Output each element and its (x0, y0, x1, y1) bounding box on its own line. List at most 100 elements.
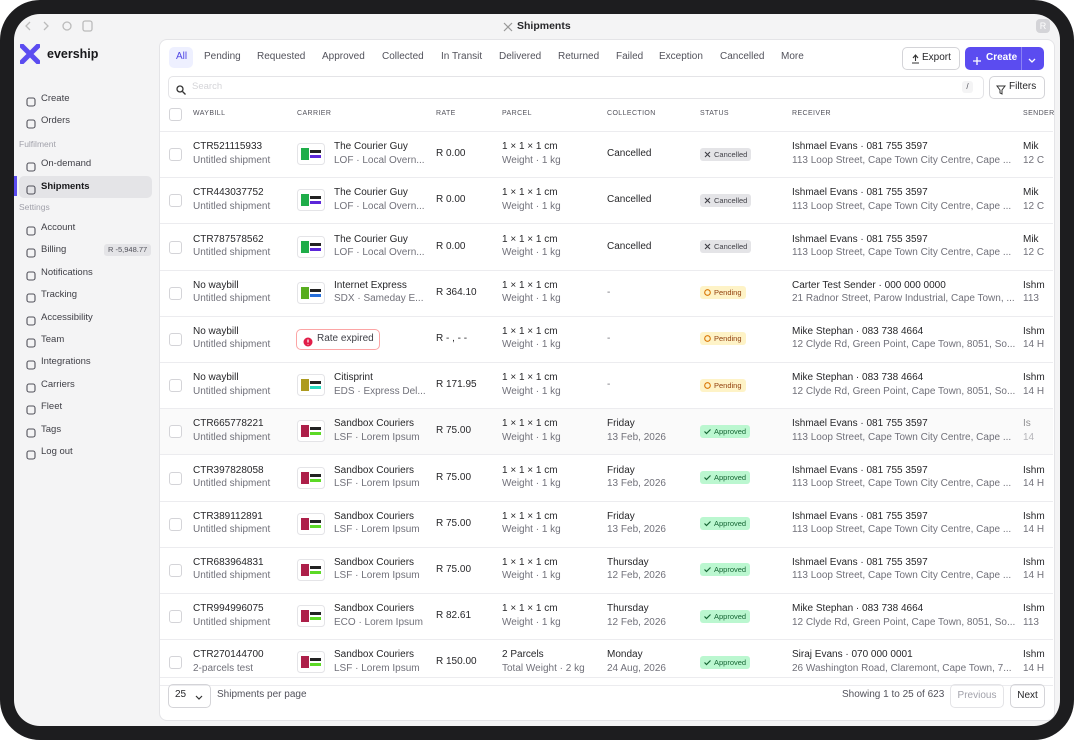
header-divider (160, 131, 1053, 132)
carrier-name: The Courier Guy (334, 187, 408, 199)
sender: Ishm (1023, 603, 1045, 615)
checkbox[interactable] (169, 286, 182, 300)
row-divider (160, 269, 1053, 271)
receiver-address: 26 Washington Road, Claremont, Cape Town… (792, 662, 1012, 674)
tab[interactable]: Requested (257, 51, 306, 62)
carrier-logo-glyph (297, 605, 325, 628)
nav-item[interactable]: Tags (41, 423, 62, 435)
nav-item[interactable]: Shipments (41, 180, 90, 192)
checkbox[interactable] (169, 194, 182, 208)
avatar[interactable]: R (1036, 19, 1050, 33)
previous-button[interactable]: Previous (950, 684, 1004, 708)
sender: Ishm (1023, 279, 1045, 291)
parcel: 1 × 1 × 1 cm (502, 279, 558, 291)
tab[interactable]: More (781, 51, 804, 62)
parcel: 1 × 1 × 1 cm (502, 233, 558, 245)
status-badge: Cancelled (700, 193, 752, 207)
checkbox[interactable] (169, 332, 182, 346)
per-page-value: 25 (175, 689, 187, 700)
title-icon-glyph (503, 22, 513, 32)
parcel-weight: Weight · 1 kg (502, 247, 561, 258)
collection: Thursday (607, 556, 649, 568)
create-button[interactable] (965, 47, 1044, 70)
parcel-weight: Weight · 1 kg (502, 524, 561, 536)
per-page-chevron-glyph (195, 695, 203, 700)
nav-icon (26, 116, 36, 129)
shipment-note: Untitled shipment (193, 339, 271, 351)
checkbox[interactable] (169, 517, 182, 531)
checkbox[interactable] (169, 656, 182, 670)
nav-item[interactable]: Team (41, 333, 65, 345)
nav-item[interactable]: Notifications (41, 266, 93, 278)
checkbox[interactable] (169, 471, 182, 485)
nav-item[interactable]: Accessibility (41, 311, 93, 323)
carrier-logo (297, 558, 325, 581)
nav-item[interactable]: Account (41, 221, 76, 233)
pagination-summary: Showing 1 to 25 of 623 (842, 689, 945, 700)
tab[interactable]: Failed (616, 51, 644, 62)
status-badge: Approved (700, 563, 751, 577)
footer-divider (160, 677, 1053, 678)
nav-icon-glyph (26, 119, 36, 129)
tab[interactable]: Approved (322, 51, 365, 62)
rate: R 75.00 (436, 471, 472, 483)
shipment-note: Untitled shipment (193, 524, 271, 536)
nav-item[interactable]: Create (41, 93, 70, 104)
nav-item[interactable]: On-demand (41, 158, 92, 170)
carrier-name: Internet Express (334, 279, 407, 291)
checkbox[interactable] (169, 148, 182, 162)
export-button[interactable] (902, 47, 960, 70)
checkbox[interactable] (169, 563, 182, 577)
tab[interactable]: Cancelled (720, 51, 765, 62)
nav-item[interactable]: Integrations (41, 356, 91, 368)
nav-item[interactable]: Billing (41, 244, 67, 256)
sender-address: 14 H (1023, 570, 1045, 582)
rate: R 75.00 (436, 563, 472, 575)
tab[interactable]: Pending (204, 51, 241, 62)
receiver: Mike Stephan · 083 738 4664 (792, 372, 924, 384)
tab[interactable]: Collected (382, 51, 424, 62)
nav-item[interactable]: Carriers (41, 378, 75, 390)
parcel: 1 × 1 × 1 cm (502, 418, 558, 430)
checkbox[interactable] (169, 610, 182, 624)
carrier-name: Sandbox Couriers (334, 464, 415, 476)
tab[interactable]: Exception (659, 51, 703, 62)
checkbox[interactable] (169, 379, 182, 393)
filters-button[interactable] (989, 76, 1045, 99)
next-button[interactable]: Next (1010, 684, 1045, 708)
tab[interactable]: Returned (558, 51, 600, 62)
nav-item[interactable]: Fleet (41, 401, 63, 413)
per-page-select[interactable] (168, 684, 211, 708)
checkbox[interactable] (169, 425, 182, 439)
tab[interactable]: Delivered (499, 51, 542, 62)
search-box[interactable] (168, 76, 984, 99)
parcel: 1 × 1 × 1 cm (502, 325, 558, 337)
window-title: Shipments (517, 20, 571, 32)
export-icon (910, 52, 921, 64)
checkbox[interactable] (169, 240, 182, 254)
nav-icon (26, 425, 36, 438)
tab[interactable]: All (176, 51, 188, 62)
receiver: Ishmael Evans · 081 755 3597 (792, 141, 928, 153)
status-label: Approved (714, 473, 747, 482)
nav-item[interactable]: Orders (41, 115, 71, 127)
status-icon (704, 197, 711, 204)
receiver-address: 12 Clyde Rd, Green Point, Cape Town, 805… (792, 616, 1016, 628)
nav-icon-glyph (26, 315, 36, 326)
carrier-logo (297, 605, 325, 628)
sender-address: 12 C (1023, 247, 1045, 258)
checkbox[interactable] (169, 108, 182, 121)
nav-item[interactable]: Tracking (41, 289, 78, 301)
row-divider (160, 362, 1053, 363)
receiver-address: 113 Loop Street, Cape Town City Centre, … (792, 200, 1012, 212)
nav-icon (26, 268, 36, 281)
nav-item[interactable]: Log out (41, 445, 73, 457)
brand-logo-glyph (19, 43, 41, 65)
nav-icon (26, 290, 36, 303)
export-icon-glyph (912, 54, 919, 64)
rate: R 364.10 (436, 286, 477, 298)
carrier-name: The Courier Guy (334, 233, 408, 245)
carrier-logo (297, 189, 325, 212)
tab[interactable]: In Transit (441, 51, 483, 62)
